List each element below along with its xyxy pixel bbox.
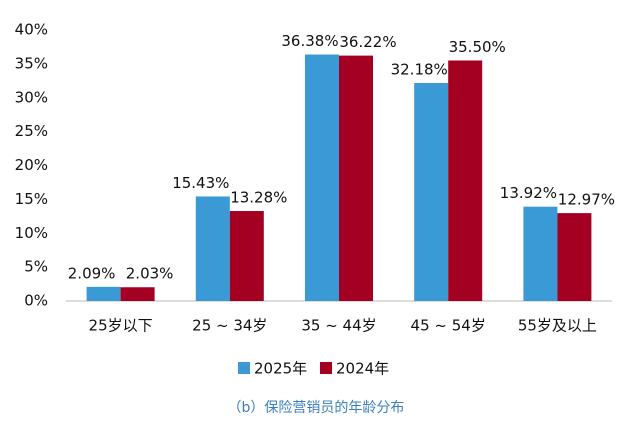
x-tick-label: 35 ~ 44岁	[301, 317, 376, 335]
x-tick-label: 45 ~ 54岁	[411, 317, 486, 335]
y-tick-label: 15%	[15, 190, 48, 208]
bar	[448, 60, 483, 301]
data-label: 2.03%	[126, 265, 174, 283]
y-tick-label: 30%	[15, 88, 48, 106]
bar	[414, 82, 449, 301]
y-tick-label: 40%	[15, 21, 48, 39]
legend-swatch	[238, 362, 250, 374]
data-label: 36.38%	[281, 32, 338, 50]
bar	[86, 286, 121, 301]
legend-label: 2024年	[336, 360, 389, 378]
y-tick-label: 10%	[15, 224, 48, 242]
legend-label: 2025年	[254, 360, 307, 378]
y-tick-label: 0%	[24, 292, 48, 310]
data-label: 35.50%	[449, 38, 506, 56]
legend-swatch	[320, 362, 332, 374]
x-tick-label: 25岁以下	[89, 317, 153, 335]
data-label: 13.92%	[500, 184, 557, 202]
bar	[339, 55, 373, 302]
bar	[523, 206, 558, 301]
data-label: 15.43%	[172, 174, 229, 192]
y-tick-label: 35%	[15, 54, 48, 72]
caption: （b）保险营销员的年龄分布	[228, 400, 405, 416]
y-tick-label: 20%	[15, 156, 48, 174]
y-tick-label: 25%	[15, 122, 48, 140]
data-label: 13.28%	[230, 189, 287, 207]
bar	[120, 287, 155, 301]
y-tick-label: 5%	[24, 258, 48, 276]
data-label: 2.09%	[68, 264, 116, 282]
bar	[557, 213, 592, 301]
bar	[195, 196, 230, 301]
data-label: 36.22%	[339, 33, 396, 51]
bar	[229, 211, 264, 301]
data-label: 12.97%	[558, 191, 615, 209]
bar	[305, 54, 339, 302]
x-tick-label: 55岁及以上	[518, 317, 597, 335]
data-label: 32.18%	[391, 60, 448, 78]
x-tick-label: 25 ~ 34岁	[192, 317, 267, 335]
